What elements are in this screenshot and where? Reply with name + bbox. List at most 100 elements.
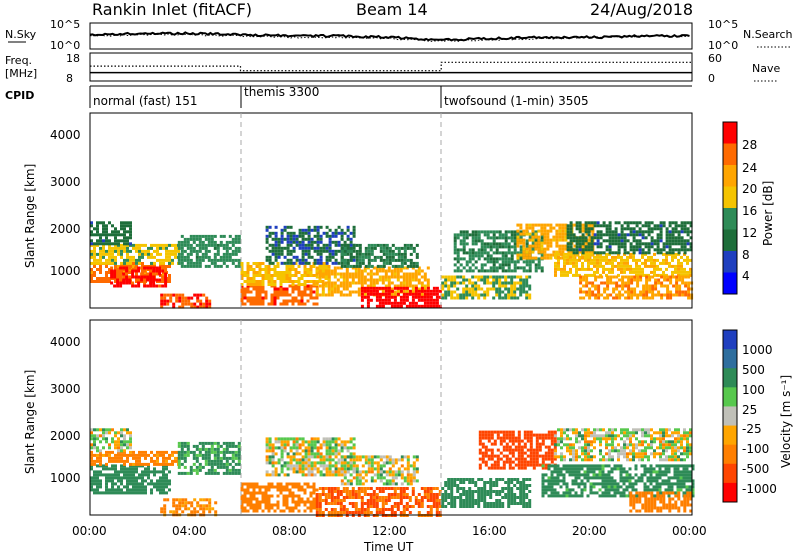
velocity-cell — [324, 502, 328, 505]
velocity-cell — [343, 482, 347, 486]
power-cell — [504, 281, 508, 285]
power-cell — [322, 246, 326, 250]
power-cell — [534, 247, 538, 251]
power-cell — [584, 245, 588, 249]
velocity-cell — [204, 462, 208, 466]
power-cell — [453, 284, 457, 288]
velocity-cell — [426, 493, 430, 496]
power-cell — [393, 295, 397, 299]
power-cell — [166, 302, 170, 306]
power-cell — [546, 247, 550, 251]
power-cell — [345, 284, 349, 288]
power-cell — [276, 296, 280, 300]
power-cell — [605, 227, 609, 231]
power-cell — [261, 287, 265, 291]
power-cell — [612, 275, 616, 279]
power-cell — [620, 242, 624, 246]
power-cell — [513, 233, 517, 237]
power-cell — [291, 280, 295, 283]
velocity-cell — [403, 479, 407, 483]
power-cell — [334, 234, 338, 238]
power-cell — [274, 231, 278, 235]
power-cell — [348, 272, 352, 276]
power-cell — [605, 255, 608, 259]
power-cell — [678, 278, 682, 282]
power-cell — [648, 287, 652, 291]
power-cell — [474, 275, 478, 279]
power-cell — [624, 275, 628, 279]
power-cell — [456, 236, 460, 240]
power-cell — [366, 304, 370, 308]
velocity-cell — [277, 446, 281, 450]
power-cell — [369, 275, 373, 279]
power-cell — [126, 224, 129, 228]
velocity-cell — [199, 507, 203, 511]
power-cell — [280, 237, 284, 241]
power-cell — [606, 278, 610, 282]
power-cell — [190, 305, 194, 309]
velocity-cell — [364, 461, 368, 465]
power-cell — [339, 281, 343, 285]
power-cell — [477, 278, 481, 282]
power-cell — [319, 249, 323, 253]
power-cell — [498, 266, 502, 270]
velocity-cell — [394, 482, 398, 486]
power-cell — [99, 265, 102, 268]
velocity-cell — [178, 498, 182, 502]
power-cell — [683, 258, 686, 262]
velocity-cell — [298, 443, 302, 447]
power-cell — [420, 269, 424, 273]
power-cell — [684, 284, 688, 288]
velocity-cell — [135, 456, 138, 460]
power-cell — [642, 287, 646, 291]
velocity-cell — [168, 488, 171, 492]
power-cell — [273, 265, 277, 268]
power-cell — [370, 252, 374, 256]
velocity-cell — [301, 473, 305, 477]
velocity-cell — [228, 450, 232, 454]
power-cell — [183, 264, 187, 268]
power-cell — [331, 261, 335, 265]
power-cell — [620, 255, 623, 259]
velocity-cell — [276, 500, 280, 504]
velocity-cell — [315, 502, 319, 505]
velocity-cell — [144, 470, 147, 474]
power-cell — [644, 252, 647, 256]
power-cell — [322, 231, 326, 235]
power-cell — [569, 230, 573, 234]
power-cell — [495, 236, 499, 240]
velocity-cell — [216, 444, 220, 448]
power-cell — [189, 237, 193, 241]
power-cell — [489, 236, 493, 240]
power-cell — [683, 267, 686, 271]
power-cell — [358, 255, 362, 259]
power-cell — [346, 243, 350, 247]
power-cell — [540, 226, 544, 230]
power-cell — [152, 278, 156, 282]
power-cell — [653, 258, 656, 262]
velocity-cell — [388, 458, 392, 462]
power-cell — [342, 272, 346, 276]
velocity-cell — [375, 511, 379, 514]
velocity-cell — [243, 482, 247, 486]
velocity-cell — [361, 464, 365, 468]
power-cell — [420, 286, 424, 290]
velocity-cell — [180, 456, 184, 460]
power-cell — [291, 265, 295, 268]
power-cell — [459, 233, 463, 237]
velocity-cell — [423, 490, 427, 493]
velocity-cell — [198, 447, 202, 451]
power-cell — [96, 243, 99, 247]
velocity-cell — [349, 467, 353, 471]
power-cell — [665, 242, 669, 246]
power-cell — [319, 240, 323, 244]
power-cell — [153, 243, 156, 247]
power-cell — [605, 239, 609, 243]
velocity-cell — [376, 461, 380, 465]
power-cell — [674, 248, 678, 252]
power-cell — [382, 249, 386, 253]
power-cell — [480, 278, 484, 282]
velocity-cell — [288, 482, 292, 486]
power-cell — [543, 229, 547, 233]
power-cell — [111, 258, 114, 262]
